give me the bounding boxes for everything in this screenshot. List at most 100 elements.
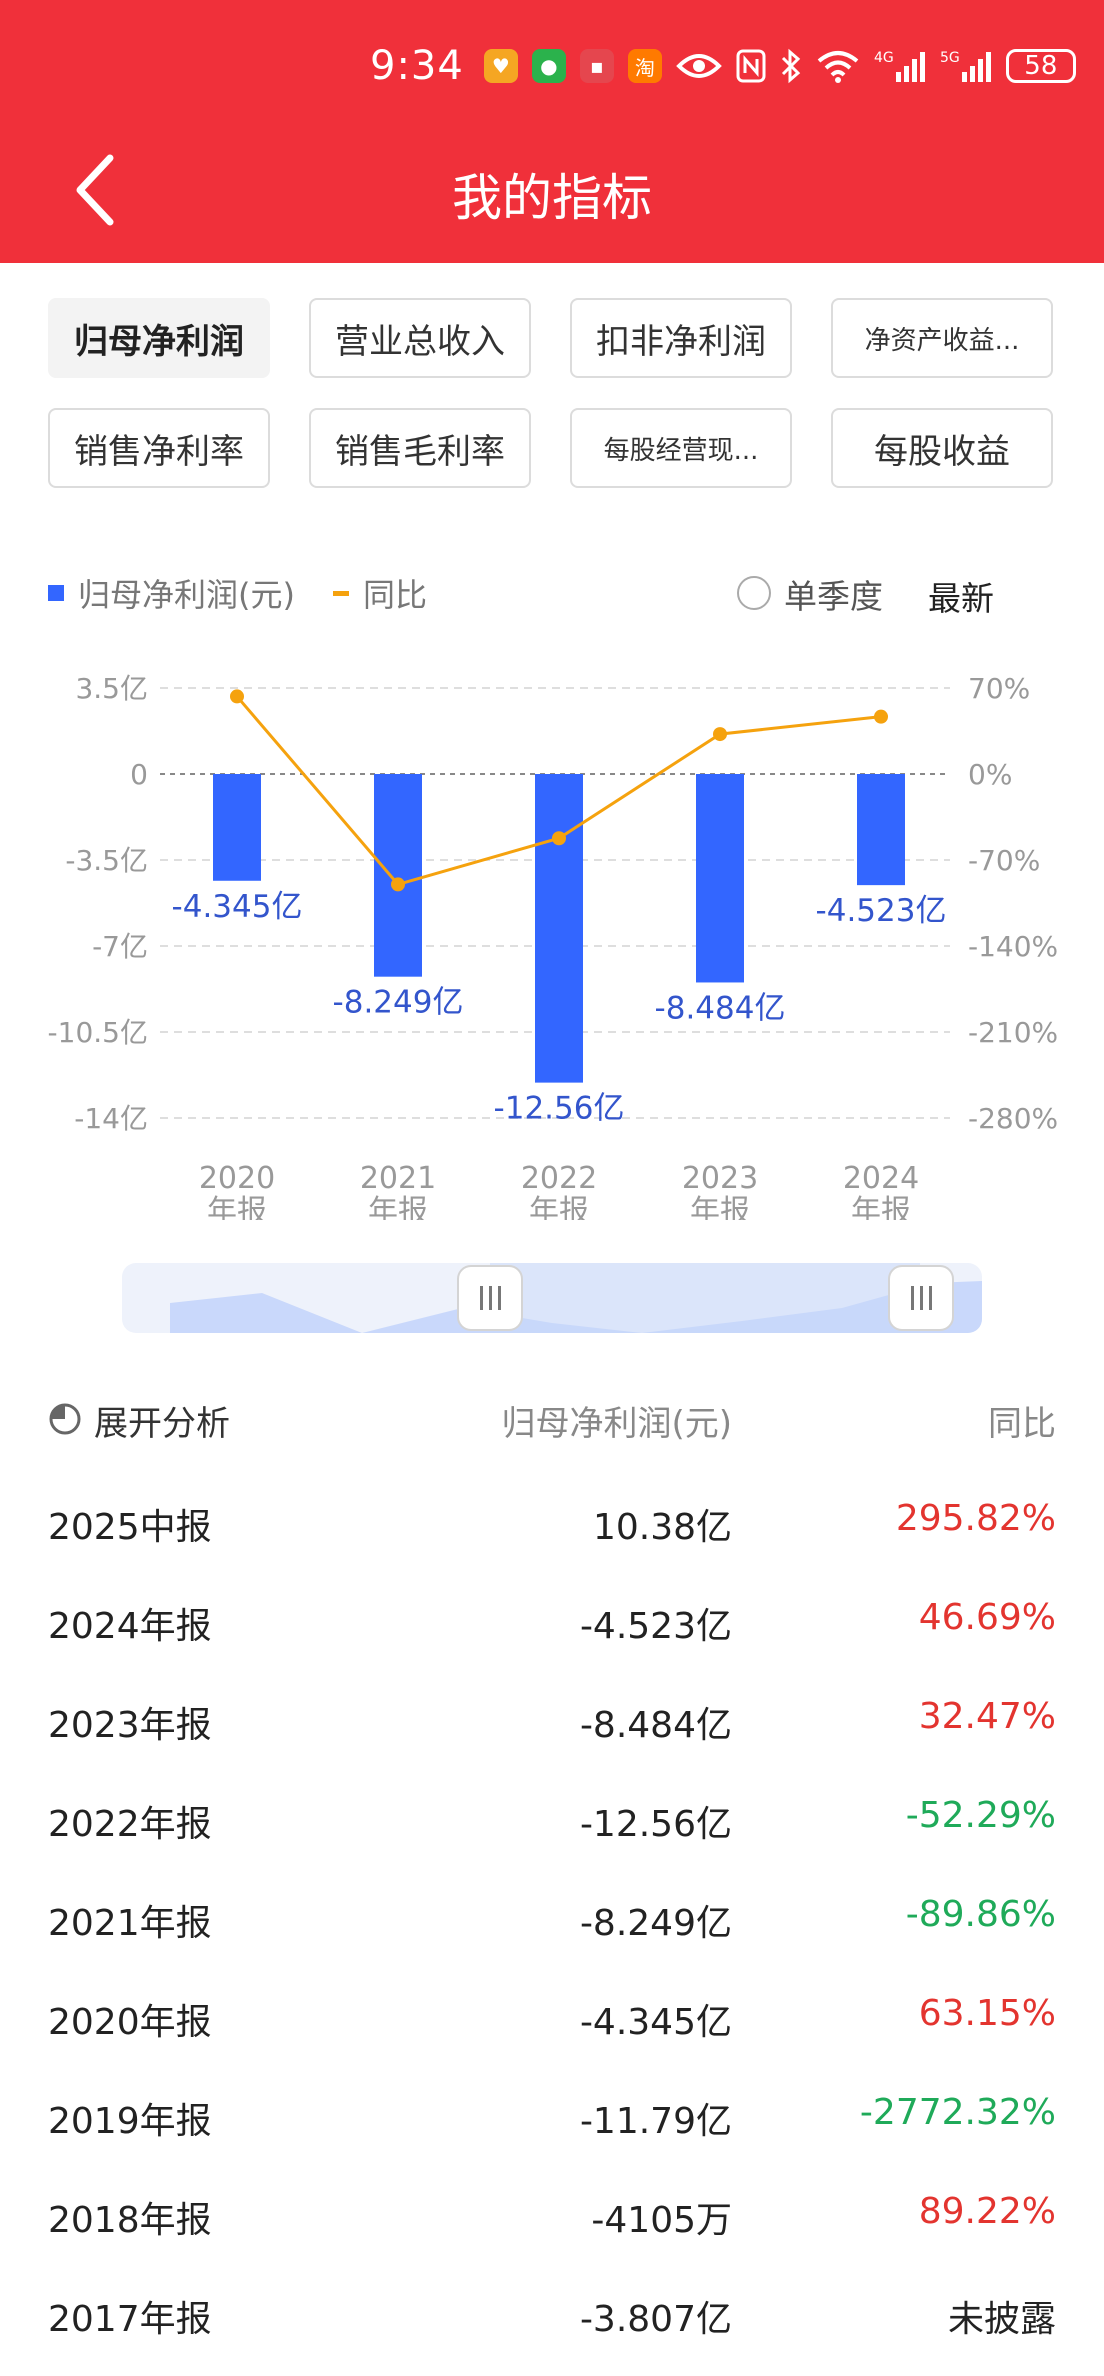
y-left-tick-label: -10.5亿 <box>48 1016 148 1049</box>
y-right-tick-label: -210% <box>968 1016 1058 1049</box>
tab-roe[interactable]: 净资产收益... <box>831 298 1053 378</box>
range-slider-selection[interactable] <box>490 1263 920 1333</box>
table-row[interactable]: 2022年报 -12.56亿 -52.29% <box>0 1765 1104 1864</box>
latest-toggle[interactable]: 最新 <box>928 579 994 618</box>
bar <box>857 774 905 886</box>
tab-deducted-net-profit[interactable]: 扣非净利润 <box>570 298 792 378</box>
y-left-tick-label: -7亿 <box>92 930 148 963</box>
yoy-point <box>552 831 566 846</box>
row-yoy: -89.86% <box>905 1894 1056 1935</box>
row-yoy: 32.47% <box>918 1696 1056 1737</box>
row-value: -8.484亿 <box>579 1705 732 1746</box>
row-value: -11.79亿 <box>579 2101 732 2142</box>
x-tick-label: 2023 <box>682 1161 758 1196</box>
tab-net-profit-parent[interactable]: 归母净利润 <box>48 298 270 378</box>
y-left-tick-label: -14亿 <box>74 1102 148 1135</box>
row-period: 2017年报 <box>48 2299 212 2340</box>
bar-data-label: -8.249亿 <box>333 985 464 1021</box>
row-yoy: -2772.32% <box>859 2092 1056 2133</box>
row-period: 2019年报 <box>48 2101 212 2142</box>
row-value: -3.807亿 <box>579 2299 732 2340</box>
x-tick-label: 年报 <box>690 1194 750 1220</box>
table-row[interactable]: 2024年报 -4.523亿 46.69% <box>0 1567 1104 1666</box>
x-tick-label: 2022 <box>521 1161 597 1196</box>
row-period: 2024年报 <box>48 1606 212 1647</box>
row-period: 2023年报 <box>48 1705 212 1746</box>
table-row[interactable]: 2017年报 -3.807亿 未披露 <box>0 2260 1104 2359</box>
row-value: -4105万 <box>591 2200 732 2241</box>
pie-chart-icon <box>49 1403 81 1435</box>
huawei-app-icon: ▪ <box>579 49 614 83</box>
row-yoy: 89.22% <box>918 2191 1056 2232</box>
row-value: -4.345亿 <box>579 2002 732 2043</box>
y-left-tick-label: -3.5亿 <box>65 844 148 877</box>
tab-net-margin[interactable]: 销售净利率 <box>48 408 270 488</box>
eye-icon <box>675 51 722 81</box>
y-right-tick-label: -70% <box>968 844 1040 877</box>
table-row[interactable]: 2020年报 -4.345亿 63.15% <box>0 1963 1104 2062</box>
table-row[interactable]: 2019年报 -11.79亿 -2772.32% <box>0 2062 1104 2161</box>
wechat-icon: ● <box>531 49 566 83</box>
x-tick-label: 2024 <box>843 1161 919 1196</box>
single-quarter-label[interactable]: 单季度 <box>784 577 883 616</box>
bar <box>213 774 261 881</box>
row-yoy: 46.69% <box>918 1597 1056 1638</box>
table-row[interactable]: 2023年报 -8.484亿 32.47% <box>0 1666 1104 1765</box>
row-yoy: 295.82% <box>895 1498 1056 1539</box>
row-period: 2020年报 <box>48 2002 212 2043</box>
row-value: -12.56亿 <box>579 1804 732 1845</box>
status-time: 9:34 <box>370 43 464 89</box>
x-tick-label: 年报 <box>529 1194 589 1220</box>
chevron-left-icon <box>76 154 114 226</box>
y-right-tick-label: -280% <box>968 1102 1058 1135</box>
tab-gross-margin[interactable]: 销售毛利率 <box>309 408 531 488</box>
signal-5g-icon: 5G <box>940 48 992 84</box>
bar <box>696 774 744 983</box>
y-right-tick-label: 0% <box>968 758 1012 791</box>
bar <box>535 774 583 1083</box>
top-header: 9:34 ♥ ● ▪ 淘 4G 5G 58 我的指标 <box>0 0 1104 263</box>
row-yoy: 未披露 <box>947 2299 1056 2340</box>
taobao-icon: 淘 <box>627 49 662 83</box>
svg-text:4G: 4G <box>874 50 894 66</box>
wifi-icon <box>816 49 860 83</box>
tab-operating-cash-per-share[interactable]: 每股经营现... <box>570 408 792 488</box>
row-value: -4.523亿 <box>579 1606 732 1647</box>
x-tick-label: 年报 <box>851 1194 911 1220</box>
bar-legend-swatch <box>48 585 64 601</box>
bluetooth-icon <box>780 48 802 84</box>
row-period: 2021年报 <box>48 1903 212 1944</box>
battery-indicator: 58 <box>1005 49 1076 83</box>
range-slider-right-handle[interactable] <box>888 1265 954 1331</box>
row-period: 2025中报 <box>48 1507 212 1548</box>
row-period: 2022年报 <box>48 1804 212 1845</box>
table-row[interactable]: 2021年报 -8.249亿 -89.86% <box>0 1864 1104 1963</box>
bar-data-label: -8.484亿 <box>655 990 786 1026</box>
back-button[interactable] <box>70 150 126 230</box>
y-right-tick-label: 70% <box>968 672 1030 705</box>
svg-text:5G: 5G <box>940 50 960 66</box>
page-title: 我的指标 <box>452 169 652 227</box>
tab-eps[interactable]: 每股收益 <box>831 408 1053 488</box>
line-legend-swatch <box>332 590 349 596</box>
bar <box>374 774 422 977</box>
row-value: 10.38亿 <box>592 1507 732 1548</box>
yoy-point <box>713 727 727 742</box>
bar-data-label: -12.56亿 <box>494 1091 625 1127</box>
single-quarter-radio[interactable] <box>737 576 771 610</box>
range-slider-left-handle[interactable] <box>457 1265 523 1331</box>
table-row[interactable]: 2018年报 -4105万 89.22% <box>0 2161 1104 2260</box>
column-header-value: 归母净利润(元) <box>501 1404 732 1444</box>
row-yoy: 63.15% <box>918 1993 1056 2034</box>
nfc-icon <box>736 49 766 83</box>
x-tick-label: 年报 <box>368 1194 428 1220</box>
x-tick-label: 2020 <box>199 1161 275 1196</box>
health-app-icon: ♥ <box>483 49 518 83</box>
tab-total-revenue[interactable]: 营业总收入 <box>309 298 531 378</box>
x-tick-label: 年报 <box>207 1194 267 1220</box>
table-row[interactable]: 2025中报 10.38亿 295.82% <box>0 1468 1104 1567</box>
yoy-point <box>391 877 405 892</box>
row-value: -8.249亿 <box>579 1903 732 1944</box>
expand-analysis-button[interactable]: 展开分析 <box>94 1404 230 1444</box>
chart-legend: 归母净利润(元) 同比 <box>48 570 427 616</box>
